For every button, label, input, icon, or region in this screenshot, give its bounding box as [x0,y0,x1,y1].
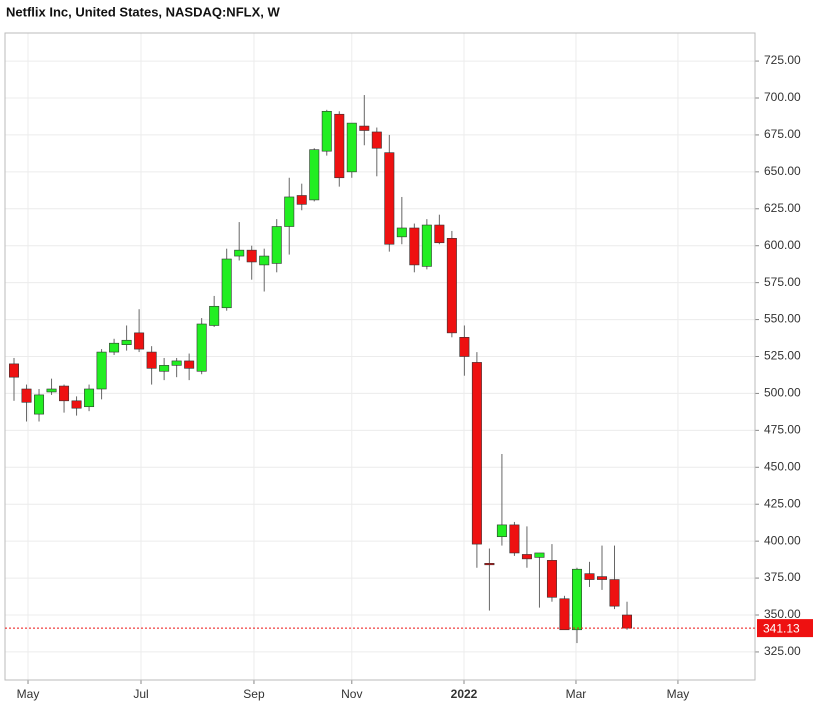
y-tick-label: 625.00 [764,201,801,215]
candle-body [384,152,395,245]
x-tick-label: Mar [566,687,587,701]
y-tick-label: 600.00 [764,238,801,252]
y-tick-label: 575.00 [764,275,801,289]
y-tick-label: 650.00 [764,164,801,178]
candle-body [459,336,470,357]
x-tick-label: May [667,687,690,701]
y-tick-label: 450.00 [764,459,801,473]
x-tick-label: Nov [341,687,362,701]
candle-body [109,342,120,353]
candle-body [321,110,332,152]
candle-body [121,339,132,345]
candle-body [622,614,633,629]
candle-body [509,524,520,554]
candle-body [196,323,207,372]
candle-body [396,227,407,238]
y-tick-label: 375.00 [764,570,801,584]
candle-body [21,388,32,403]
candle-body [184,360,195,369]
x-tick-label: Sep [243,687,265,701]
candle-body [584,573,595,580]
candle-body [446,238,457,334]
x-tick-label: May [17,687,40,701]
candle-body [259,255,270,266]
last-price-box [757,619,813,638]
candle-body [609,579,620,607]
candle-body [559,598,570,631]
candle-body [34,394,45,415]
y-tick-label: 675.00 [764,127,801,141]
candle-body [597,576,607,580]
y-tick-label: 550.00 [764,312,801,326]
y-tick-label: 475.00 [764,423,801,437]
y-tick-label: 700.00 [764,90,801,104]
x-tick-label: 2022 [451,687,478,701]
candle-body [46,388,57,393]
candle-body [146,351,157,369]
y-tick-label: 525.00 [764,349,801,363]
y-tick-label: 725.00 [764,53,801,67]
candle-body [284,196,295,227]
plot-frame [4,32,756,681]
y-tick-label: 500.00 [764,386,801,400]
candle-body [409,227,420,266]
y-tick-label: 325.00 [764,644,801,658]
candle-body [96,351,107,390]
candle-body [171,360,182,366]
candle-body [296,195,307,205]
candle-body [346,122,357,173]
candle-body [421,224,432,267]
candle-body [246,249,257,263]
candle-body [71,400,82,409]
candle-body [521,554,532,560]
y-tick-label: 425.00 [764,496,801,510]
candle-body [534,552,545,558]
candle-body [309,149,320,201]
chart-title: Netflix Inc, United States, NASDAQ:NFLX,… [6,4,280,19]
candle-body [59,385,70,402]
candle-body [9,363,19,378]
candle-body [471,362,482,545]
candle-body [496,524,507,538]
x-tick-label: Jul [133,687,148,701]
candle-body [359,125,370,131]
candle-body [159,365,170,372]
last-price-label: 341.13 [763,621,800,635]
candle-body [134,332,145,350]
candle-body [84,388,95,408]
candle-body [209,305,220,326]
candle-body [334,113,345,179]
candle-body [221,258,232,309]
candle-body [371,131,382,149]
candle-body [234,249,245,257]
candle-body [571,568,582,631]
y-tick-label: 350.00 [764,607,801,621]
y-tick-label: 400.00 [764,533,801,547]
candle-body [271,226,282,264]
candle-body [434,224,445,244]
candle-body [546,560,557,598]
candle-body [484,563,495,566]
